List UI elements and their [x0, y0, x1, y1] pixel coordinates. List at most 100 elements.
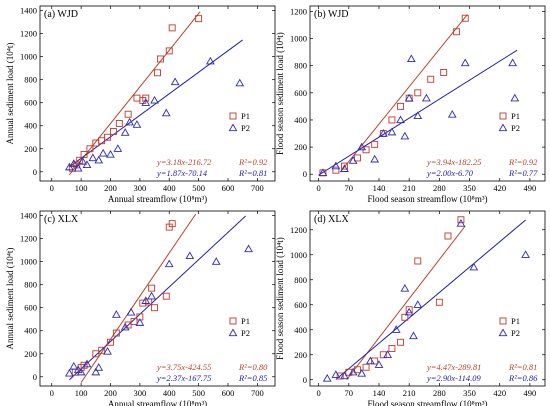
- data-point-p1: [112, 329, 120, 337]
- legend-label-p1: P1: [511, 111, 520, 121]
- data-point-p2: [340, 371, 349, 380]
- data-point-p1: [195, 15, 203, 23]
- legend-marker-p2: [498, 123, 508, 132]
- data-point-p2: [161, 108, 171, 117]
- x-tick-label: 0: [316, 183, 320, 193]
- data-point-p2: [348, 367, 358, 376]
- data-point-p1: [165, 47, 173, 55]
- y-tick-label: 1200: [20, 234, 37, 244]
- x-axis-label: Flood season streamflow (10⁸m³): [367, 399, 487, 406]
- data-point-p2: [400, 283, 410, 292]
- plot-frame: [309, 210, 546, 387]
- y-tick-label: 800: [294, 61, 307, 71]
- y-tick-label: 1000: [290, 250, 307, 260]
- data-point-p2: [164, 259, 174, 268]
- legend-label-p2: P2: [241, 123, 250, 133]
- x-tick-label: 700: [251, 388, 264, 398]
- data-point-p2: [78, 156, 87, 165]
- data-point-p2: [391, 325, 401, 333]
- data-point-p2: [147, 291, 157, 300]
- data-point-p2: [400, 131, 410, 140]
- x-tick-label: 140: [373, 388, 386, 398]
- data-point-p2: [106, 150, 115, 158]
- data-point-p1: [444, 232, 452, 240]
- data-point-p2: [396, 115, 405, 124]
- x-tick-label: 400: [163, 183, 176, 193]
- data-point-p2: [120, 128, 130, 136]
- data-point-p1: [345, 368, 353, 376]
- data-point-p1: [104, 133, 112, 141]
- x-tick-label: 490: [524, 388, 537, 398]
- legend-label-p1: P1: [241, 111, 250, 121]
- plot-frame: [309, 5, 546, 182]
- fit-r2-p1: R²=0.92: [238, 157, 268, 167]
- y-axis-label: Flood season sediment load (10⁴t): [275, 237, 285, 360]
- data-point-p2: [404, 307, 414, 316]
- legend-marker-p1: [499, 112, 507, 120]
- data-point-p2: [132, 120, 142, 128]
- data-point-p2: [120, 322, 130, 331]
- x-tick-label: 420: [493, 183, 506, 193]
- data-point-p1: [353, 154, 361, 162]
- data-point-p1: [388, 345, 396, 352]
- data-point-p1: [405, 306, 413, 314]
- data-point-p1: [341, 162, 348, 170]
- data-point-p1: [401, 313, 409, 321]
- data-point-p1: [133, 94, 141, 102]
- data-point-p2: [73, 365, 83, 374]
- data-point-p2: [406, 54, 416, 63]
- data-point-p2: [135, 318, 145, 326]
- data-point-p1: [379, 351, 387, 359]
- y-axis-label: Annual sediment load (10⁴t): [5, 248, 15, 350]
- data-point-p2: [469, 262, 479, 271]
- fit-r2-p2: R²=0.77: [508, 168, 538, 178]
- panel-label: (b) WJD: [314, 9, 349, 20]
- y-axis-label: Flood season sediment load (10⁴t): [275, 32, 285, 155]
- x-tick-label: 300: [134, 388, 147, 398]
- fit-r2-p1: R²=0.92: [508, 157, 538, 167]
- y-tick-label: 1400: [20, 211, 37, 221]
- data-point-p2: [88, 153, 98, 162]
- data-point-p2: [331, 370, 341, 378]
- data-point-p2: [94, 363, 104, 371]
- x-axis-label: Flood season streamflow (10⁸m³): [367, 194, 487, 204]
- data-point-p2: [91, 367, 101, 376]
- fit-line-p2: [335, 219, 526, 380]
- data-point-p1: [397, 338, 405, 346]
- x-axis-label: Annual streamflow (10⁸m³): [108, 399, 207, 406]
- panel-label: (d) XLX: [314, 214, 349, 225]
- panel-label: (a) WJD: [44, 9, 78, 20]
- data-point-p2: [185, 251, 195, 260]
- y-tick-label: 600: [24, 98, 37, 108]
- y-tick-label: 200: [294, 142, 307, 152]
- data-point-p2: [413, 111, 423, 120]
- legend-marker-p1: [499, 317, 507, 325]
- data-point-p2: [111, 310, 121, 318]
- x-tick-label: 700: [251, 183, 264, 193]
- y-tick-label: 1000: [290, 34, 307, 44]
- legend-marker-p2: [228, 328, 238, 337]
- x-tick-label: 210: [403, 388, 416, 398]
- fit-r2-p1: R²=0.80: [238, 362, 268, 372]
- data-point-p2: [348, 156, 358, 164]
- data-point-p1: [142, 94, 150, 102]
- data-point-p2: [211, 257, 221, 265]
- data-point-p2: [205, 56, 215, 65]
- legend-label-p2: P2: [241, 328, 250, 338]
- data-point-p2: [456, 218, 466, 227]
- x-tick-label: 280: [433, 183, 446, 193]
- data-point-p2: [170, 77, 180, 86]
- data-point-p2: [73, 163, 83, 172]
- data-point-p2: [521, 250, 530, 258]
- fit-r2-p2: R²=0.86: [508, 373, 538, 383]
- data-point-p2: [82, 359, 92, 368]
- data-point-p1: [98, 346, 106, 354]
- data-point-p2: [113, 144, 123, 152]
- data-point-p1: [453, 28, 461, 36]
- data-point-p1: [130, 318, 138, 325]
- x-tick-label: 500: [192, 183, 205, 193]
- data-point-p1: [68, 164, 76, 172]
- y-axis-label: Annual sediment load (10⁴t): [5, 43, 15, 145]
- data-point-p2: [235, 78, 245, 87]
